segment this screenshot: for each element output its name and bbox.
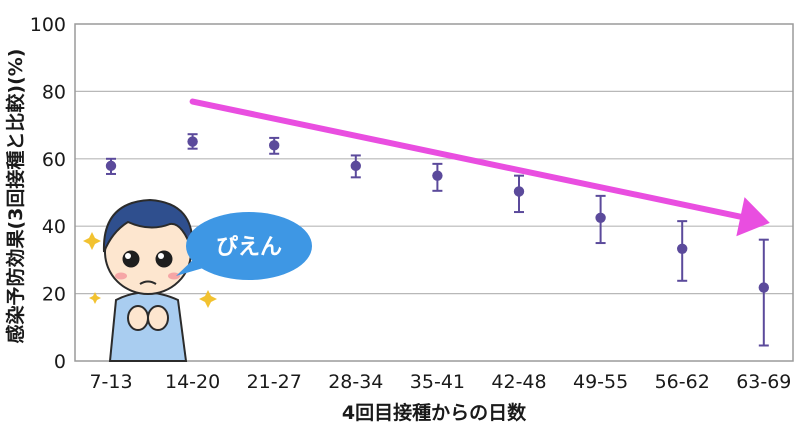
boy-hair	[102, 198, 194, 253]
y-tick-label-100: 100	[30, 14, 66, 36]
boy-left-eye	[122, 250, 140, 268]
data-point-56-62	[677, 243, 688, 254]
data-point-42-48	[513, 186, 525, 197]
y-tick-label-20: 20	[42, 284, 66, 306]
trend-arrow-head	[736, 197, 770, 237]
x-tick-label-42-48: 42-48	[491, 371, 546, 393]
speech-bubble: ぴえん	[176, 212, 312, 280]
y-tick-label-0: 0	[54, 351, 66, 373]
x-tick-label-35-41: 35-41	[410, 371, 465, 393]
y-tick-label-60: 60	[42, 149, 66, 171]
trend-arrow-shaft	[189, 98, 744, 220]
boy-right-eye	[155, 250, 173, 268]
data-point-21-27	[269, 140, 280, 151]
boy-hands	[127, 305, 169, 331]
grid-lines	[75, 90, 793, 295]
data-point-14-20	[187, 136, 198, 147]
speech-bubble-text: ぴえん	[216, 235, 282, 260]
y-tick-labels: 0 20 40 60 80 100	[30, 14, 66, 373]
worried-boy-illustration	[83, 198, 217, 362]
data-point-28-34	[350, 160, 361, 172]
x-tick-label-28-34: 28-34	[328, 371, 383, 393]
sparkle-icon	[83, 232, 217, 308]
data-point-49-55	[595, 212, 606, 223]
boy-mouth	[139, 280, 157, 285]
y-tick-label-80: 80	[42, 81, 66, 103]
data-point-63-69	[758, 282, 769, 293]
x-tick-label-7-13: 7-13	[89, 371, 132, 393]
x-tick-label-14-20: 14-20	[165, 371, 220, 393]
trend-arrow	[189, 98, 770, 237]
x-tick-label-63-69: 63-69	[736, 371, 791, 393]
x-tick-label-49-55: 49-55	[573, 371, 628, 393]
data-series	[105, 133, 769, 347]
boy-cheek	[115, 272, 127, 280]
x-axis-title: 4回目接種からの日数	[342, 401, 527, 424]
data-point-35-41	[432, 170, 443, 181]
x-tick-labels: 7-13 14-20 21-27 28-34 35-41 42-48 49-55 56-62 6…	[89, 371, 791, 393]
data-point-7-13	[105, 160, 117, 172]
plot-frame	[74, 23, 794, 362]
boy-body	[108, 291, 188, 362]
x-tick-label-21-27: 21-27	[247, 371, 302, 393]
y-axis-title: 感染予防効果(3回接種と比較)(%)	[4, 49, 27, 344]
y-tick-label-40: 40	[42, 216, 66, 238]
x-tick-label-56-62: 56-62	[655, 371, 710, 393]
